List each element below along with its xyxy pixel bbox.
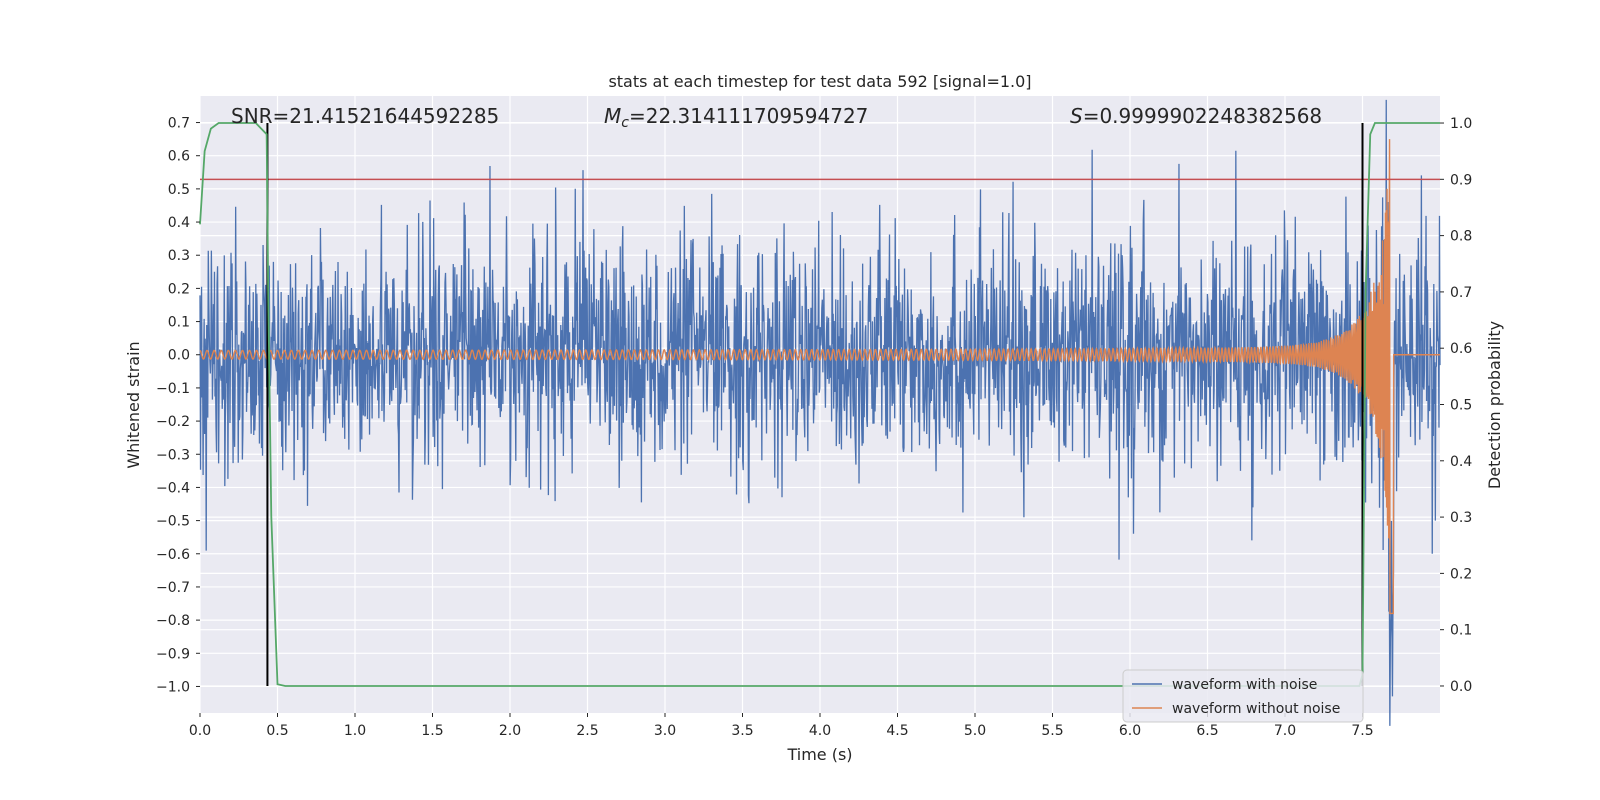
series-detection-probability [199, 122, 1440, 687]
mc-annotation: Mc=22.314111709594727 [604, 104, 868, 131]
s-annotation: S=0.9999902248382568 [1070, 104, 1322, 128]
y2-axis-label: Detection probability [1485, 321, 1504, 489]
y-tick-label: −0.5 [156, 514, 190, 530]
y-tick-label: 0.2 [168, 281, 190, 297]
probability-line [199, 122, 1440, 687]
y2-tick-label: 0.1 [1450, 623, 1472, 639]
x-tick-label: 7.0 [1274, 723, 1296, 739]
snr-annotation: SNR=21.41521644592285 [231, 104, 499, 128]
y-tick-label: −1.0 [156, 679, 190, 695]
mc-subscript: c [621, 115, 629, 131]
legend-label-noise: waveform with noise [1172, 677, 1317, 693]
x-tick-label: 5.0 [964, 723, 986, 739]
x-axis-ticks: 0.0 0.5 1.0 1.5 2.0 2.5 3.0 3.5 4.0 4.5 5.0 5.5 6.0 6… [189, 713, 1374, 739]
s-symbol: S [1070, 104, 1083, 128]
y-tick-label: 0.7 [168, 116, 190, 132]
y-tick-label: −0.2 [156, 414, 190, 430]
y-tick-label: −0.6 [156, 547, 190, 563]
x-tick-label: 7.5 [1351, 723, 1373, 739]
x-tick-label: 2.5 [576, 723, 598, 739]
y2-tick-label: 1.0 [1450, 116, 1472, 132]
legend-box [1122, 669, 1364, 723]
y-tick-label: −0.9 [156, 646, 190, 662]
mc-symbol: M [604, 104, 621, 128]
y2-tick-label: 0.8 [1450, 229, 1472, 245]
y2-tick-label: 0.9 [1450, 172, 1472, 188]
x-tick-label: 6.5 [1196, 723, 1218, 739]
y2-axis-ticks: 1.0 0.9 0.8 0.7 0.6 0.5 0.4 0.3 0.2 0.1 0.0 [1440, 116, 1472, 695]
y-tick-label: 0.1 [168, 315, 190, 331]
x-tick-label: 5.5 [1041, 723, 1063, 739]
x-tick-label: 3.0 [654, 723, 676, 739]
x-tick-label: 0.5 [266, 723, 288, 739]
mc-value: =22.314111709594727 [629, 104, 868, 128]
y-tick-label: −0.3 [156, 447, 190, 463]
y2-tick-label: 0.6 [1450, 341, 1472, 357]
y-tick-label: 0.4 [168, 215, 190, 231]
y2-tick-label: 0.4 [1450, 454, 1472, 470]
y-axis-label: Whitened strain [124, 341, 143, 468]
legend-label-clean: waveform without noise [1172, 701, 1340, 717]
x-tick-label: 2.0 [499, 723, 521, 739]
y-tick-label: 0.5 [168, 182, 190, 198]
x-tick-label: 4.0 [809, 723, 831, 739]
y2-tick-label: 0.7 [1450, 285, 1472, 301]
y-tick-label: −0.7 [156, 580, 190, 596]
y-tick-label: 0.3 [168, 248, 190, 264]
y2-tick-label: 0.0 [1450, 679, 1472, 695]
y-axis-ticks: 0.7 0.6 0.5 0.4 0.3 0.2 0.1 0.0 −0.1 −0.2 −0.3 −0.4… [156, 116, 200, 695]
y2-tick-label: 0.2 [1450, 566, 1472, 582]
x-tick-label: 3.5 [731, 723, 753, 739]
s-value: =0.9999902248382568 [1083, 104, 1322, 128]
x-tick-label: 1.0 [344, 723, 366, 739]
x-tick-label: 4.5 [886, 723, 908, 739]
y-tick-label: 0.6 [168, 149, 190, 165]
y2-tick-label: 0.5 [1450, 398, 1472, 414]
series-waveform-without-noise [199, 139, 1440, 615]
x-axis-label: Time (s) [786, 745, 852, 764]
x-tick-label: 1.5 [421, 723, 443, 739]
chart-title: stats at each timestep for test data 592… [608, 72, 1031, 91]
y-tick-label: −0.1 [156, 381, 190, 397]
y-tick-label: −0.4 [156, 480, 190, 496]
x-tick-label: 0.0 [189, 723, 211, 739]
y-tick-label: 0.0 [168, 348, 190, 364]
y-tick-label: −0.8 [156, 613, 190, 629]
y2-tick-label: 0.3 [1450, 510, 1472, 526]
x-tick-label: 6.0 [1119, 723, 1141, 739]
chirp-line [199, 139, 1440, 615]
legend: waveform with noise waveform without noi… [1122, 669, 1364, 723]
